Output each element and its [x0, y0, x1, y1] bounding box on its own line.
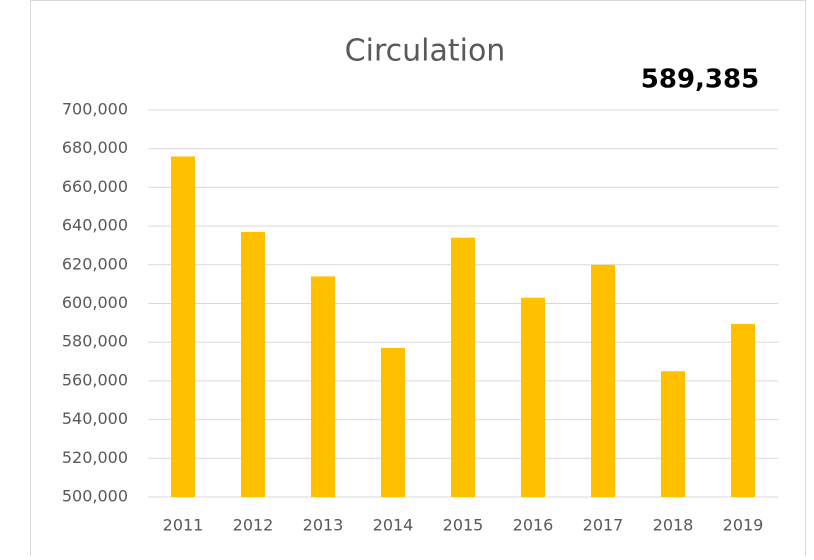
x-tick-label: 2014	[373, 516, 414, 535]
bar	[171, 156, 195, 497]
x-tick-label: 2019	[723, 516, 764, 535]
x-tick-label: 2011	[163, 516, 204, 535]
annotation: 589,385	[641, 65, 759, 95]
y-tick-label: 620,000	[62, 254, 128, 273]
x-tick-label: 2015	[443, 516, 484, 535]
y-tick-label: 640,000	[62, 216, 128, 235]
y-tick-label: 540,000	[62, 409, 128, 428]
x-tick-label: 2012	[233, 516, 274, 535]
bar	[381, 348, 405, 497]
bar	[451, 237, 475, 497]
bar	[241, 231, 265, 497]
y-tick-label: 700,000	[62, 100, 128, 119]
x-tick-label: 2016	[513, 516, 554, 535]
y-tick-label: 520,000	[62, 448, 128, 467]
bar	[591, 264, 615, 497]
bar	[521, 297, 545, 497]
bar	[731, 324, 755, 497]
y-tick-label: 680,000	[62, 138, 128, 157]
bar	[311, 276, 335, 497]
x-tick-label: 2018	[653, 516, 694, 535]
y-tick-label: 500,000	[62, 487, 128, 506]
y-tick-label: 580,000	[62, 332, 128, 351]
bar	[661, 371, 685, 497]
y-tick-label: 600,000	[62, 293, 128, 312]
x-tick-label: 2017	[583, 516, 624, 535]
x-tick-label: 2013	[303, 516, 344, 535]
y-tick-label: 660,000	[62, 177, 128, 196]
y-tick-label: 560,000	[62, 370, 128, 389]
chart-title: Circulation	[345, 34, 506, 69]
